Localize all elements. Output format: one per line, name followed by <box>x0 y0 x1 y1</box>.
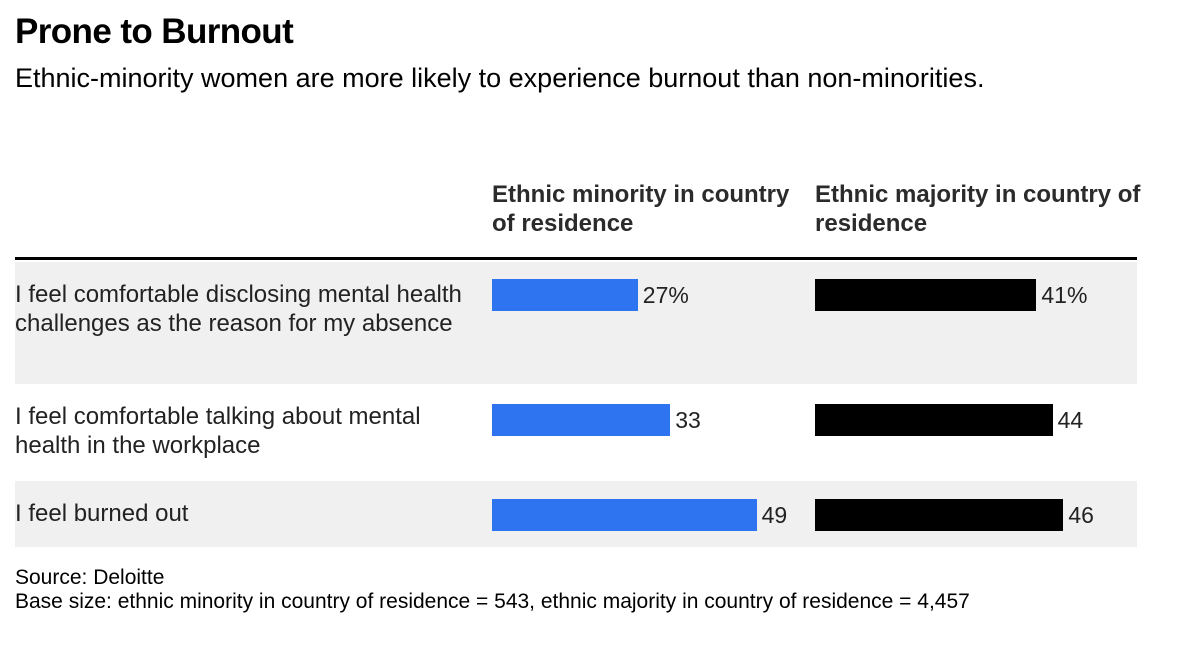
bar-minority <box>492 279 638 311</box>
table-row: I feel comfortable disclosing mental hea… <box>15 262 1137 384</box>
bar-majority <box>815 404 1053 436</box>
source-line: Source: Deloitte <box>15 566 165 589</box>
row-label: I feel burned out <box>15 500 189 527</box>
bar-majority <box>815 279 1037 311</box>
column-header-minority: Ethnic minority in country of residence <box>492 181 790 237</box>
chart-source: Source: Deloitte Base size: ethnic minor… <box>15 566 970 614</box>
bar-minority <box>492 404 671 436</box>
chart-subtitle: Ethnic-minority women are more likely to… <box>15 63 985 93</box>
value-label-majority: 46 <box>1068 502 1094 528</box>
value-label-majority: 41% <box>1041 282 1088 308</box>
header-rule <box>15 257 1137 260</box>
row-label: I feel comfortable disclosing mental hea… <box>15 281 462 337</box>
value-label-minority: 49 <box>761 502 788 528</box>
value-label-minority: 33 <box>675 407 701 433</box>
table-row: I feel comfortable talking about mental … <box>15 384 1137 481</box>
row-label: I feel comfortable talking about mental … <box>15 403 421 459</box>
value-label-minority: 27% <box>642 282 689 308</box>
column-header-majority: Ethnic majority in country of residence <box>815 181 1141 237</box>
base-size-line: Base size: ethnic minority in country of… <box>15 590 970 613</box>
chart-title: Prone to Burnout <box>15 12 294 51</box>
bar-minority <box>492 499 757 531</box>
value-label-majority: 44 <box>1057 407 1084 433</box>
table-row: I feel burned out 49 46 <box>15 481 1137 547</box>
bar-majority <box>815 499 1064 531</box>
